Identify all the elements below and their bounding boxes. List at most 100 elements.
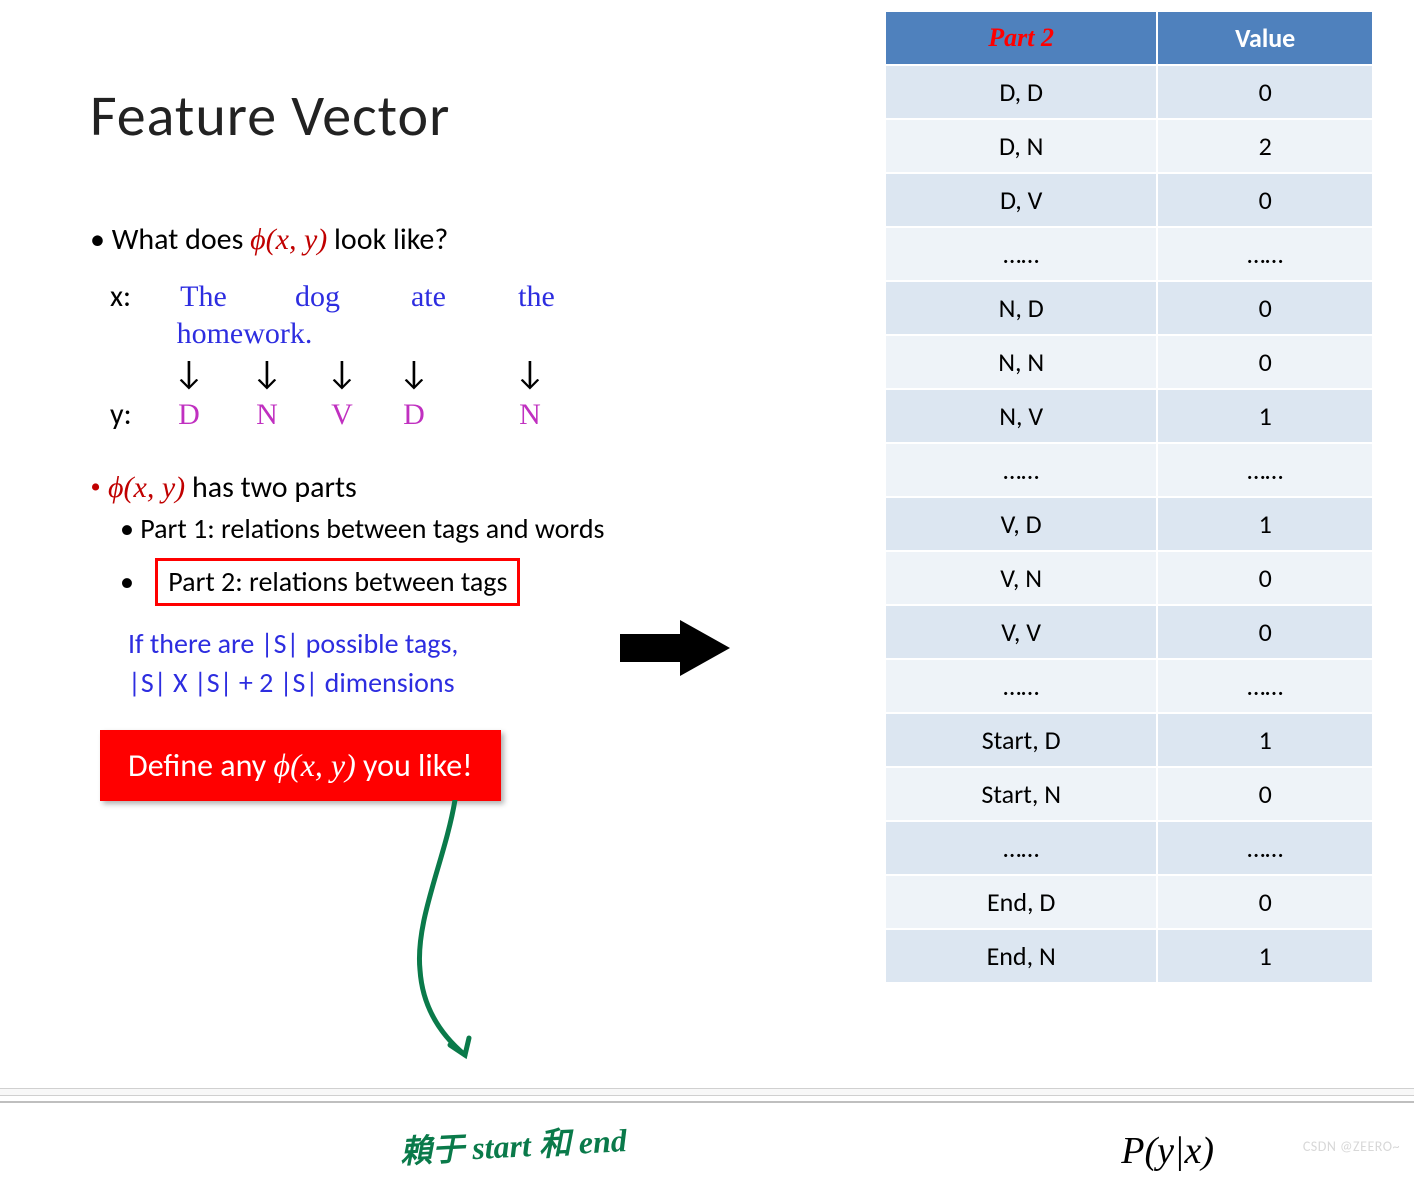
word: homework. <box>164 317 324 351</box>
bullet-what-does: • What does ϕ(x, y) look like? <box>90 221 730 258</box>
banner-phi: ϕ(x, y) <box>274 747 356 783</box>
table-cell: 0 <box>1157 767 1373 821</box>
slide-title: Feature Vector <box>90 80 730 151</box>
hand-drawn-connector <box>395 800 515 1060</box>
table-cell: D, D <box>885 65 1157 119</box>
table-cell: 0 <box>1157 551 1373 605</box>
table-cell: N, N <box>885 335 1157 389</box>
table-cell: 1 <box>1157 713 1373 767</box>
phi-xy-2: • ϕ(x, y) <box>90 471 185 504</box>
down-arrow-icon: ↓ <box>378 352 450 396</box>
th-part2: Part 2 <box>885 11 1157 65</box>
table-cell: …… <box>1157 821 1373 875</box>
table-row: Start, D1 <box>885 713 1373 767</box>
table-cell: D, N <box>885 119 1157 173</box>
pos-tag: D <box>150 398 228 432</box>
word: ate <box>392 280 464 314</box>
handwritten-note: 賴于 start 和 end <box>399 1115 628 1173</box>
word: the <box>500 280 572 314</box>
table-row: N, V1 <box>885 389 1373 443</box>
table-cell: …… <box>885 227 1157 281</box>
right-arrow-icon <box>620 620 730 676</box>
table-cell: End, D <box>885 875 1157 929</box>
table-cell: N, V <box>885 389 1157 443</box>
table-cell: End, N <box>885 929 1157 983</box>
table-row: ………… <box>885 443 1373 497</box>
table-row: ………… <box>885 227 1373 281</box>
th-value: Value <box>1157 11 1373 65</box>
table-row: V, N0 <box>885 551 1373 605</box>
banner-pre: Define any <box>128 746 274 785</box>
down-arrow-icon: ↓ <box>306 352 378 396</box>
table-row: End, D0 <box>885 875 1373 929</box>
word: dog <box>278 280 356 314</box>
phi-xy-1: ϕ(x, y) <box>250 223 327 256</box>
table-cell: 0 <box>1157 173 1373 227</box>
arrows-row: ↓↓↓↓↓ <box>150 352 730 396</box>
table-cell: …… <box>1157 443 1373 497</box>
pos-tag: D <box>378 398 450 432</box>
feature-table: Part 2 Value D, D0D, N2D, V0…………N, D0N, … <box>884 10 1374 984</box>
table-cell: 1 <box>1157 929 1373 983</box>
table-row: Start, N0 <box>885 767 1373 821</box>
table-cell: 0 <box>1157 65 1373 119</box>
table-cell: …… <box>1157 659 1373 713</box>
probability-formula: P(y|x) <box>1121 1129 1214 1173</box>
table-row: D, N2 <box>885 119 1373 173</box>
table-cell: 0 <box>1157 281 1373 335</box>
watermark: CSDN @ZEERO~ <box>1303 1138 1400 1155</box>
table-cell: 0 <box>1157 605 1373 659</box>
table-row: D, D0 <box>885 65 1373 119</box>
table-cell: Start, N <box>885 767 1157 821</box>
tags-row: DNVDN <box>150 396 610 433</box>
table-row: ………… <box>885 659 1373 713</box>
pos-tag: N <box>450 398 610 432</box>
table-head: Part 2 Value <box>885 11 1373 65</box>
table-row: D, V0 <box>885 173 1373 227</box>
table-cell: …… <box>885 659 1157 713</box>
table-cell: V, D <box>885 497 1157 551</box>
sub2-bullet-dot: • <box>120 564 134 599</box>
table-row: End, N1 <box>885 929 1373 983</box>
footer-strip <box>0 1088 1414 1096</box>
down-arrow-icon: ↓ <box>228 352 306 396</box>
table-body: D, D0D, N2D, V0…………N, D0N, N0N, V1…………V,… <box>885 65 1373 983</box>
slide: Feature Vector • What does ϕ(x, y) look … <box>0 0 1414 1103</box>
table-cell: 0 <box>1157 335 1373 389</box>
table-cell: D, V <box>885 173 1157 227</box>
table-row: N, N0 <box>885 335 1373 389</box>
left-column: Feature Vector • What does ϕ(x, y) look … <box>90 80 730 801</box>
bullet2-rest: has two parts <box>185 469 357 506</box>
part2-highlight-box: Part 2: relations between tags <box>155 558 520 606</box>
table-cell: 1 <box>1157 497 1373 551</box>
x-line: x: The dog ate the homework. <box>110 278 730 352</box>
table-row: V, V0 <box>885 605 1373 659</box>
banner-post: you like! <box>356 746 473 785</box>
bullet-two-parts: • ϕ(x, y) has two parts <box>90 469 730 506</box>
table-cell: V, V <box>885 605 1157 659</box>
down-arrow-icon: ↓ <box>150 352 228 396</box>
bullet1-suffix: look like? <box>327 221 448 258</box>
table-cell: …… <box>885 821 1157 875</box>
table-cell: V, N <box>885 551 1157 605</box>
pos-tag: N <box>228 398 306 432</box>
y-line: y: DNVDN <box>110 396 730 433</box>
y-label: y: <box>110 396 150 433</box>
table-cell: 0 <box>1157 875 1373 929</box>
table-cell: Start, D <box>885 713 1157 767</box>
xy-example: x: Thedogatethehomework. ↓↓↓↓↓ y: DNVDN <box>110 278 730 433</box>
table-row: ………… <box>885 821 1373 875</box>
sub-bullet-part2-row: • Part 2: relations between tags <box>120 552 730 606</box>
x-label: x: <box>110 278 146 315</box>
table-cell: …… <box>1157 227 1373 281</box>
word: The <box>164 280 242 314</box>
sub-bullet-part1: • Part 1: relations between tags and wor… <box>120 510 730 548</box>
bullet1-prefix: • What does <box>90 221 250 258</box>
define-phi-banner: Define any ϕ(x, y) you like! <box>100 730 501 801</box>
table-cell: 2 <box>1157 119 1373 173</box>
table-cell: 1 <box>1157 389 1373 443</box>
table-cell: …… <box>885 443 1157 497</box>
pos-tag: V <box>306 398 378 432</box>
table-row: N, D0 <box>885 281 1373 335</box>
words-row: The dog ate the homework. <box>146 278 730 352</box>
